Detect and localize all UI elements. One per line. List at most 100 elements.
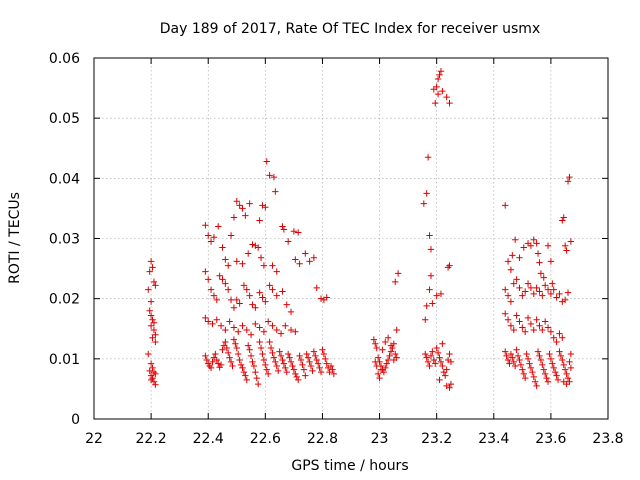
data-point [279,288,286,295]
data-point [524,355,532,363]
data-point [434,75,442,83]
data-point [560,378,567,385]
data-point [516,284,523,292]
data-point [152,338,159,346]
data-point [446,384,453,391]
data-point [266,282,273,289]
data-point [373,344,380,352]
data-point [233,197,240,205]
data-point [427,246,435,253]
data-point [429,300,436,307]
data-point [222,256,229,263]
data-point [207,238,215,245]
data-point [217,322,225,329]
y-tick-labels: 0 0.01 0.02 0.03 0.04 0.05 0.06 [49,51,80,428]
data-point [254,244,262,251]
data-point [152,282,159,289]
data-point [212,350,219,358]
data-point [292,256,299,263]
data-point [149,264,156,271]
data-point [446,99,453,107]
x-tick-label: 22.6 [250,431,281,447]
data-point [317,368,325,376]
data-point [239,205,246,212]
data-point [147,322,155,329]
data-point [232,340,239,347]
data-point [436,71,443,79]
data-point [230,214,238,221]
data-point [422,350,429,358]
data-point [543,374,550,382]
data-point [249,301,256,308]
data-point [215,360,222,367]
data-point [537,270,545,277]
data-point [262,361,269,369]
data-point [259,294,266,301]
data-point [314,360,322,367]
data-point [524,314,532,322]
data-point [553,338,560,346]
data-point [433,292,440,299]
data-point [506,360,513,367]
data-point [536,259,543,266]
x-tick-label: 23.4 [478,431,509,447]
data-point [147,298,155,305]
data-point [270,173,278,181]
data-point [273,292,280,299]
data-point [292,370,299,378]
data-point [446,350,453,358]
y-tick-label: 0.06 [49,51,80,67]
data-point [266,172,273,179]
data-point [527,284,535,292]
data-point [513,312,520,319]
data-point [383,360,390,367]
data-point [303,350,310,358]
data-point [432,360,439,367]
data-point [145,350,152,358]
data-point [210,292,218,299]
data-point [520,370,527,378]
data-point [447,380,455,388]
data-point [290,228,298,235]
data-point [202,352,209,360]
data-point [564,289,572,296]
data-point [269,322,276,329]
data-point [260,356,268,364]
data-point [290,366,298,373]
data-point [203,356,210,364]
data-point [247,352,255,360]
data-point [560,214,567,221]
data-point [239,364,246,372]
data-point [246,292,253,299]
data-point [434,90,442,98]
data-point [382,338,389,346]
data-point [436,376,443,384]
data-point [263,366,270,373]
data-point [260,328,268,335]
data-point [219,276,226,283]
data-point [387,342,395,349]
data-point [556,290,563,298]
data-point [213,316,220,323]
data-point [531,378,539,385]
data-point [235,350,242,358]
data-point [527,364,535,372]
data-point [539,361,546,369]
data-point [263,158,270,165]
data-point [502,286,509,293]
data-point [393,326,400,334]
data-point [554,376,562,384]
data-point [202,314,209,322]
data-point [306,258,313,265]
data-point [377,366,385,373]
data-point [437,358,445,366]
data-point [309,367,316,375]
data-point [394,270,402,277]
data-point [246,200,253,207]
data-point [539,326,546,334]
data-point [240,368,248,376]
data-point [279,356,286,364]
x-tick-label: 23 [371,431,389,447]
data-point [312,352,319,360]
data-point [245,250,252,257]
